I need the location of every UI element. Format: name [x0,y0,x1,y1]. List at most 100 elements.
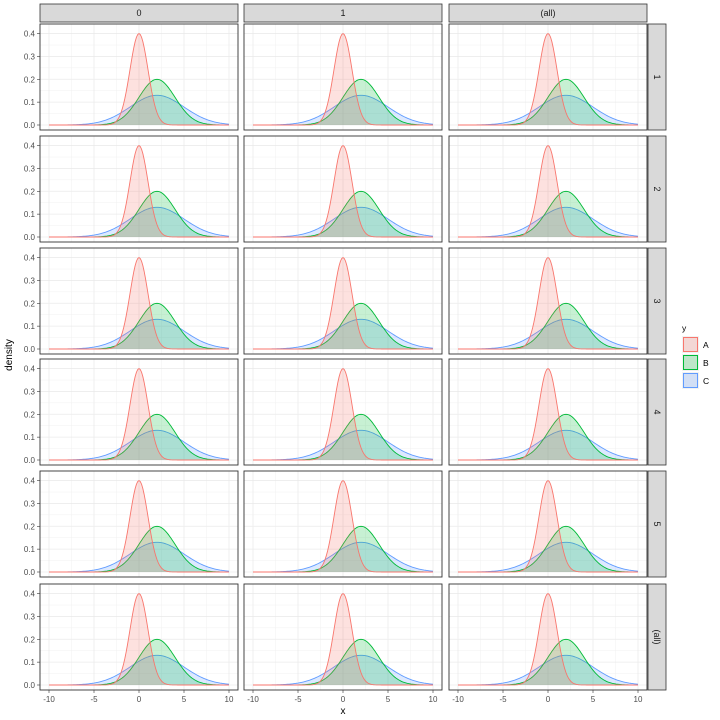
facet-panel [243,135,443,243]
x-axis-title: x [341,706,346,717]
x-tick-label: 0 [546,695,551,704]
y-tick-label: 0.1 [24,545,36,554]
density-line-C [253,94,434,126]
density-area-A [253,368,433,460]
column-strip-label: 0 [136,8,141,18]
density-line-A [49,480,229,573]
panel-border [243,470,443,578]
row-strip-label: 3 [652,298,662,303]
legend-key-C [683,373,698,388]
density-line-C [253,318,434,350]
density-line-A [458,480,638,573]
legend: y ABC [682,323,709,389]
column-strip [243,3,443,23]
facet-panel [448,135,648,243]
density-area-B [458,303,638,349]
y-axis-title: density [4,339,15,371]
y-tick-label: 0.2 [24,187,36,196]
y-tick-label: 0.4 [24,142,36,151]
legend-key-bg [682,372,699,389]
y-tick-label: 0.3 [24,387,36,396]
legend-key-bg [682,336,699,353]
density-line-C [458,318,639,350]
density-area-C [458,430,638,460]
legend-key-A [683,337,698,352]
column-strip [448,3,648,23]
density-area-C [253,542,433,572]
density-line-A [253,593,433,686]
y-tick-label: 0.4 [24,477,36,486]
facet-panel [39,135,239,243]
density-area-B [49,303,229,349]
y-tick-label: 0.4 [24,365,36,374]
row-strip [647,247,667,355]
y-tick-label: 0.0 [24,121,36,130]
x-tick-label: 5 [182,695,187,704]
density-line-A [49,33,229,126]
density-area-C [49,542,229,572]
density-area-A [253,145,433,237]
panel-border [39,23,239,131]
density-area-B [458,191,638,237]
facet-panel [448,23,648,131]
panel-border [39,135,239,243]
facet-panel [243,23,443,131]
y-tick-label: 0.3 [24,52,36,61]
density-area-B [458,526,638,572]
density-area-A [253,33,433,125]
density-area-A [458,33,638,125]
panel-border [448,135,648,243]
density-line-A [458,257,638,350]
facet-panel [243,358,443,466]
density-area-B [253,414,433,460]
panel-border [243,358,443,466]
density-line-A [49,368,229,461]
panel-border [39,470,239,578]
panel-border [243,247,443,355]
column-strip-label: (all) [541,8,556,18]
density-line-C [253,429,434,461]
facet-panel [448,358,648,466]
y-tick-label: 0.3 [24,499,36,508]
density-area-B [253,526,433,572]
facet-panel [39,583,239,691]
legend-label-A: A [703,340,709,350]
density-area-C [253,207,433,237]
x-tick-label: -10 [247,695,259,704]
y-tick-label: 0.0 [24,681,36,690]
x-tick-label: -10 [452,695,464,704]
density-area-A [458,145,638,237]
density-line-C [49,654,230,686]
density-area-A [458,593,638,685]
density-line-A [458,593,638,686]
density-area-B [49,526,229,572]
density-area-B [253,639,433,685]
density-area-C [49,319,229,349]
density-line-C [458,94,639,126]
column-strips: 0 1 (all) [39,3,648,23]
density-line-A [253,480,433,573]
row-strip [647,135,667,243]
row-strip-label: 1 [652,74,662,79]
panel-border [448,358,648,466]
y-tick-label: 0.0 [24,345,36,354]
density-line-C [253,654,434,686]
x-tick-label: 5 [386,695,391,704]
x-tick-label: -5 [90,695,98,704]
y-tick-label: 0.1 [24,433,36,442]
y-axes: 0.0 0.1 0.2 0.3 0.4 0.0 0.1 0.2 0.3 0.4 0.0 0.1 0.2 0… [24,30,40,690]
density-area-A [458,480,638,572]
density-line-A [49,257,229,350]
x-tick-label: -10 [43,695,55,704]
density-line-A [253,145,433,238]
density-line-A [253,368,433,461]
y-tick-label: 0.1 [24,98,36,107]
density-line-C [458,654,639,686]
density-line-C [253,541,434,573]
y-tick-label: 0.3 [24,276,36,285]
density-area-A [49,368,229,460]
panel-border [243,135,443,243]
density-area-B [458,414,638,460]
density-line-A [253,257,433,350]
